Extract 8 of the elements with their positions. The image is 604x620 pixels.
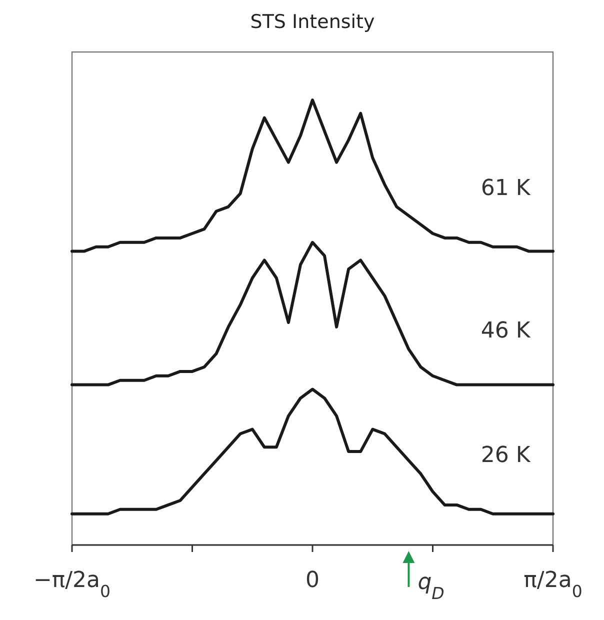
series-label: 61 K (480, 176, 531, 202)
x-tick-label: −π/2a$_{0}$ (33, 568, 111, 600)
series-label: 46 K (480, 318, 531, 344)
x-tick-label: 0 (306, 568, 320, 593)
text: q$_{D}$ (418, 570, 444, 602)
chart-title: STS Intensity (250, 11, 375, 33)
series-label: 26 K (480, 443, 531, 468)
x-tick-label: π/2a$_{0}$ (524, 568, 582, 600)
